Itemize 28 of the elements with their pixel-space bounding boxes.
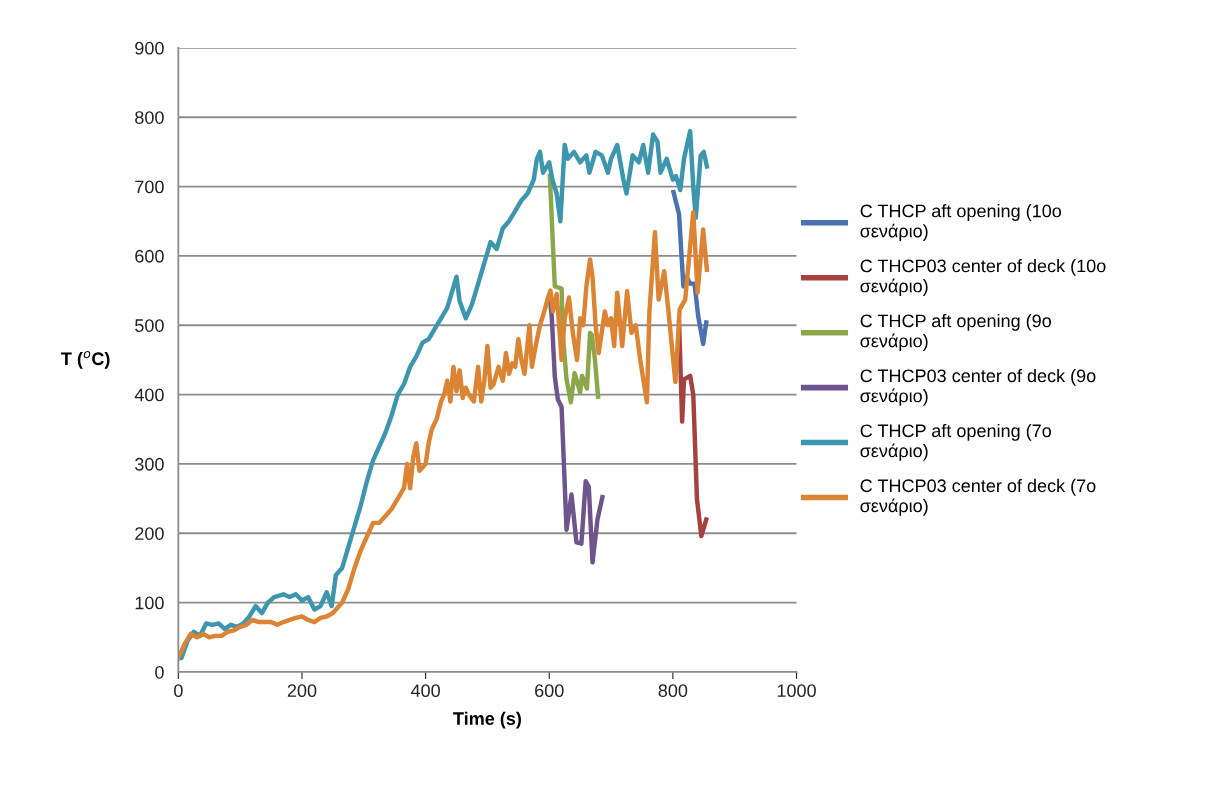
x-tick-label: 600	[535, 684, 564, 698]
y-axis-title: T ($^{o}$C)	[61, 350, 110, 369]
y-tick-label: 800	[135, 111, 164, 124]
legend-label: C THCP aft opening (7o σενάριο)	[860, 423, 1051, 461]
y-tick-label: 300	[135, 457, 164, 471]
y-tick-label: 600	[135, 249, 164, 263]
x-tick-label: 1000	[777, 684, 816, 698]
x-tick-label: 0	[174, 684, 183, 698]
legend-label: C THCP03 center of deck (7o σενάριο)	[860, 478, 1096, 516]
y-tick-label: 900	[135, 41, 164, 55]
x-tick-label: 200	[287, 684, 317, 698]
legend-label: C THCP03 center of deck (9o σενάριο)	[860, 368, 1096, 406]
y-tick-label: 100	[135, 596, 164, 610]
line-series	[547, 173, 601, 405]
x-tick-label: 800	[658, 684, 688, 698]
legend-label: C THCP aft opening (9o σενάριο)	[860, 313, 1051, 351]
y-tick-label: 200	[135, 527, 164, 540]
legend-label: C THCP03 center of deck (10o σενάριο)	[860, 259, 1106, 296]
line-series	[671, 189, 709, 347]
x-axis-title: Time (s)	[453, 711, 521, 729]
line-series	[178, 128, 710, 661]
y-tick-label: 400	[134, 388, 164, 402]
legend-label: C THCP aft opening (10o σενάριο)	[860, 204, 1062, 241]
y-tick-label: 500	[135, 319, 164, 332]
y-tick-label: 0	[155, 665, 164, 679]
y-tick-label: 700	[135, 180, 164, 194]
line-series	[178, 210, 710, 661]
x-tick-label: 400	[410, 684, 440, 698]
